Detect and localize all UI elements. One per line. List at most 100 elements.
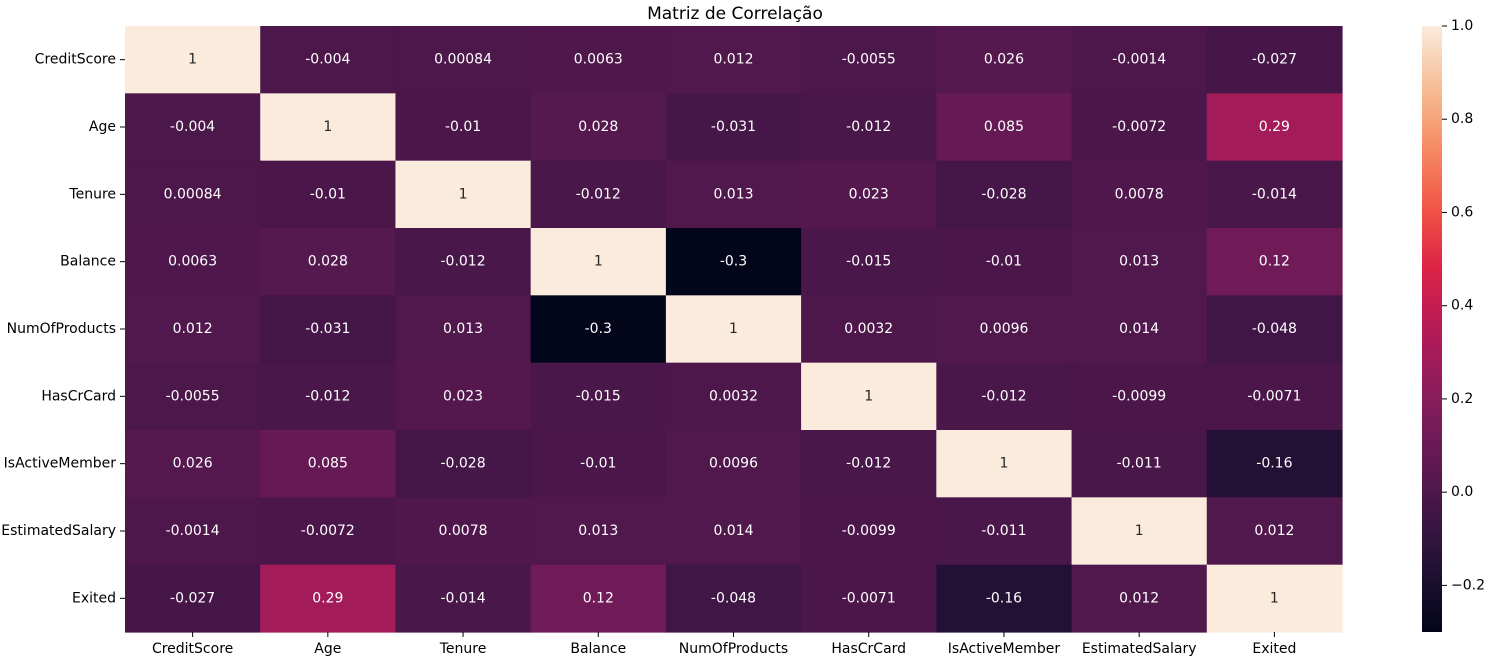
heatmap-cell-IsActiveMember-Exited — [1206, 430, 1343, 498]
heatmap-annotation: 0.014 — [1119, 321, 1159, 337]
heatmap-annotation: 1 — [323, 119, 332, 135]
heatmap-annotation: -0.014 — [440, 590, 485, 606]
x-tick-label: Balance — [570, 641, 626, 657]
heatmap-annotation: -0.01 — [986, 254, 1022, 270]
colorbar-gradient — [1422, 26, 1442, 632]
heatmap-cell-IsActiveMember-Balance — [530, 430, 667, 498]
heatmap-annotation: -0.012 — [305, 388, 350, 404]
heatmap-cell-Balance-HasCrCard — [801, 228, 937, 296]
x-tick-label: Tenure — [439, 641, 487, 657]
heatmap-annotation: 0.29 — [1259, 119, 1290, 135]
heatmap-cell-EstimatedSalary-NumOfProducts — [665, 497, 802, 566]
heatmap-cell-Exited-Balance — [530, 564, 667, 633]
heatmap-cell-HasCrCard-Age — [260, 362, 397, 431]
heatmap-annotation: -0.028 — [981, 186, 1026, 202]
heatmap-cell-Balance-EstimatedSalary — [1071, 228, 1208, 296]
heatmap-cell-NumOfProducts-HasCrCard — [801, 295, 937, 364]
heatmap-cell-Age-Balance — [530, 93, 667, 162]
y-tick-label: EstimatedSalary — [1, 523, 116, 539]
heatmap-cell-CreditScore-Tenure — [395, 26, 532, 94]
heatmap-annotation: 1 — [999, 456, 1008, 472]
heatmap-annotation: 0.013 — [578, 523, 618, 539]
heatmap-cell-Age-Exited — [1206, 93, 1343, 162]
heatmap-cell-CreditScore-IsActiveMember — [936, 26, 1073, 94]
heatmap-cell-Age-HasCrCard — [801, 93, 937, 162]
heatmap-annotation: -0.015 — [846, 254, 891, 270]
x-tick-label: Exited — [1252, 641, 1296, 657]
heatmap-annotation: -0.012 — [981, 388, 1026, 404]
y-tick-label: NumOfProducts — [7, 321, 116, 337]
heatmap-annotation: 0.00084 — [164, 186, 222, 202]
heatmap-cell-NumOfProducts-Balance — [530, 295, 667, 364]
heatmap-cell-Tenure-Balance — [530, 160, 667, 229]
y-tick-label: Age — [89, 119, 116, 135]
heatmap-cell-Exited-IsActiveMember — [936, 564, 1073, 633]
heatmap-annotation: 0.29 — [312, 590, 343, 606]
heatmap-cell-CreditScore-CreditScore — [125, 26, 261, 94]
heatmap-cell-NumOfProducts-CreditScore — [125, 295, 261, 364]
heatmap-cell-EstimatedSalary-CreditScore — [125, 497, 261, 566]
heatmap-cell-CreditScore-Exited — [1206, 26, 1343, 94]
heatmap-annotation: 1 — [1270, 590, 1279, 606]
heatmap-cell-Balance-CreditScore — [125, 228, 261, 296]
heatmap-cell-Tenure-EstimatedSalary — [1071, 160, 1208, 229]
heatmap-annotation: -0.012 — [846, 119, 891, 135]
heatmap-annotation: 1 — [188, 52, 197, 68]
heatmap-annotation: -0.027 — [170, 590, 215, 606]
heatmap-cell-Exited-HasCrCard — [801, 564, 937, 633]
heatmap-cell-IsActiveMember-Age — [260, 430, 397, 498]
heatmap-cell-CreditScore-EstimatedSalary — [1071, 26, 1208, 94]
heatmap-annotation: -0.16 — [986, 590, 1022, 606]
heatmap-annotation: -0.0055 — [842, 52, 896, 68]
heatmap-cell-HasCrCard-Tenure — [395, 362, 532, 431]
heatmap-cell-Age-EstimatedSalary — [1071, 93, 1208, 162]
heatmap-annotation: -0.004 — [170, 119, 215, 135]
heatmap-annotation: 0.023 — [443, 388, 483, 404]
heatmap-annotation: 0.0063 — [168, 254, 217, 270]
heatmap-cell-Exited-CreditScore — [125, 564, 261, 633]
heatmap-annotation: 0.013 — [1119, 254, 1159, 270]
heatmap-annotation: -0.0014 — [1112, 52, 1166, 68]
heatmap-cell-Exited-NumOfProducts — [665, 564, 802, 633]
heatmap-cell-Tenure-Exited — [1206, 160, 1343, 229]
heatmap-cell-CreditScore-Balance — [530, 26, 667, 94]
heatmap-cell-NumOfProducts-Age — [260, 295, 397, 364]
heatmap-cell-EstimatedSalary-HasCrCard — [801, 497, 937, 566]
heatmap-cell-Tenure-HasCrCard — [801, 160, 937, 229]
x-axis-ticks: CreditScore Age Tenure Balance NumOfProducts… — [152, 632, 1296, 657]
heatmap-cell-Balance-NumOfProducts — [665, 228, 802, 296]
heatmap-cell-IsActiveMember-NumOfProducts — [665, 430, 802, 498]
heatmap-annotation: 0.0032 — [709, 388, 758, 404]
colorbar-tick-label: 0.4 — [1451, 298, 1473, 314]
heatmap-cell-IsActiveMember-IsActiveMember — [936, 430, 1073, 498]
heatmap-annotation: 0.028 — [578, 119, 618, 135]
y-tick-label: IsActiveMember — [4, 456, 117, 472]
heatmap-cell-Age-IsActiveMember — [936, 93, 1073, 162]
heatmap-cell-Tenure-CreditScore — [125, 160, 261, 229]
heatmap-cell-EstimatedSalary-Age — [260, 497, 397, 566]
heatmap-annotation: 0.012 — [713, 52, 753, 68]
heatmap-cell-HasCrCard-HasCrCard — [801, 362, 937, 431]
heatmap-annotation: 0.0078 — [1115, 186, 1164, 202]
heatmap-annotation: -0.014 — [1252, 186, 1297, 202]
heatmap-cell-Exited-Exited — [1206, 564, 1343, 633]
heatmap-cell-Tenure-Age — [260, 160, 397, 229]
heatmap-annotation: -0.012 — [440, 254, 485, 270]
heatmap-annotation: -0.011 — [981, 523, 1026, 539]
heatmap-annotation: 0.026 — [984, 52, 1024, 68]
heatmap-annotation: -0.3 — [585, 321, 612, 337]
heatmap-cell-HasCrCard-EstimatedSalary — [1071, 362, 1208, 431]
heatmap-cell-CreditScore-HasCrCard — [801, 26, 937, 94]
y-tick-label: CreditScore — [35, 52, 116, 68]
heatmap-annotation: -0.011 — [1117, 456, 1162, 472]
heatmap-cell-Tenure-NumOfProducts — [665, 160, 802, 229]
x-tick-label: Age — [314, 641, 341, 657]
heatmap-annotation: 0.014 — [713, 523, 753, 539]
heatmap-annotation: -0.01 — [310, 186, 346, 202]
heatmap-cell-HasCrCard-NumOfProducts — [665, 362, 802, 431]
heatmap-annotation: 0.028 — [308, 254, 348, 270]
chart-title: Matriz de Correlação — [647, 4, 823, 24]
heatmap-cell-HasCrCard-Balance — [530, 362, 667, 431]
heatmap-cell-CreditScore-NumOfProducts — [665, 26, 802, 94]
heatmap-annotation: -0.012 — [576, 186, 621, 202]
